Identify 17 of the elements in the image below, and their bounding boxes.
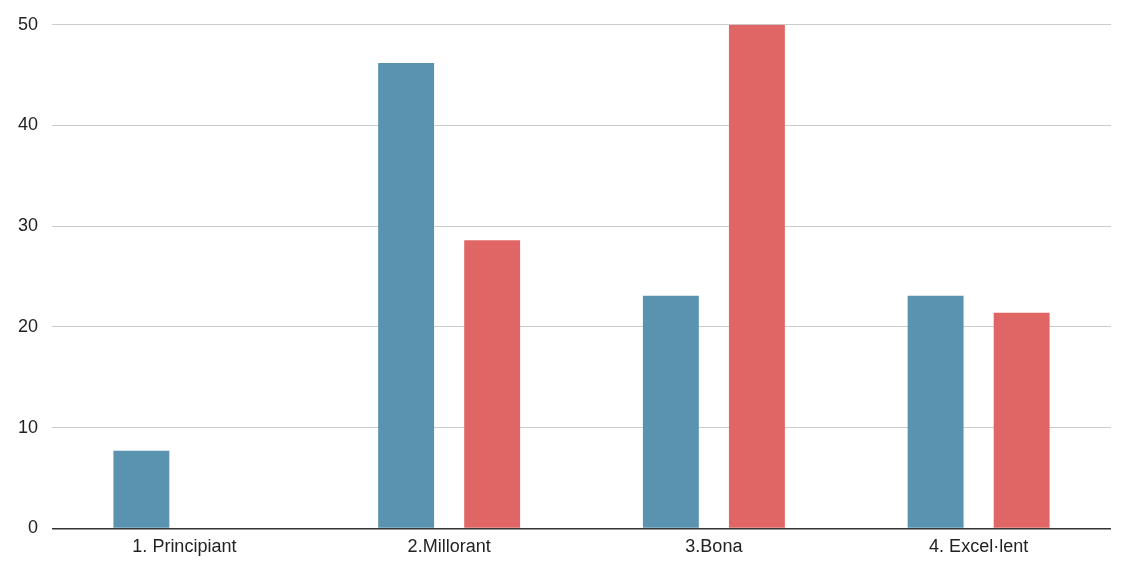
y-tick-label: 20 <box>17 315 39 336</box>
x-tick-label: 3.Bona <box>685 536 744 557</box>
bar <box>728 24 785 528</box>
bar <box>642 295 699 528</box>
y-tick-label: 30 <box>17 215 39 236</box>
y-tick-label: 50 <box>17 13 39 34</box>
y-tick-label: 0 <box>28 517 39 538</box>
bar <box>907 295 964 528</box>
x-tick-label: 2.Millorant <box>407 536 491 557</box>
bar <box>464 240 521 528</box>
bar <box>993 312 1050 528</box>
bar <box>113 450 170 528</box>
y-tick-label: 40 <box>17 114 39 135</box>
bar <box>378 63 435 528</box>
x-tick-label: 4. Excel·lent <box>929 536 1029 557</box>
y-tick-label: 10 <box>17 416 39 437</box>
x-tick-label: 1. Principiant <box>132 536 237 557</box>
